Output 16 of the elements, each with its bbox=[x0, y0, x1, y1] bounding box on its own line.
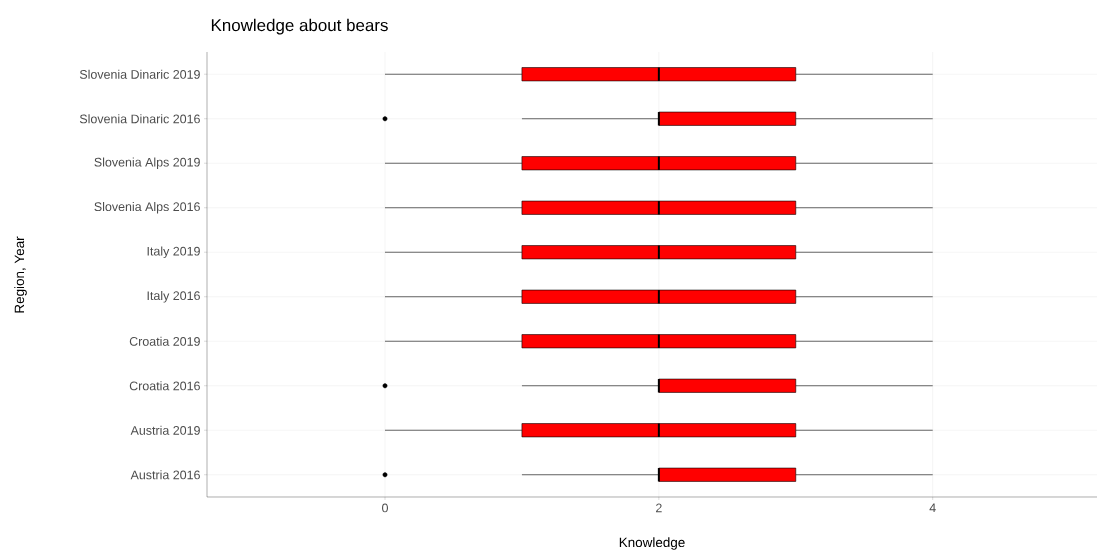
x-axis-title: Knowledge bbox=[619, 537, 685, 550]
y-axis-title: Region, Year bbox=[14, 236, 27, 313]
y-tick-label: Slovenia Dinaric 2016 bbox=[79, 114, 200, 124]
y-tick-label: Slovenia Alps 2019 bbox=[94, 157, 200, 170]
y-tick-label: Italy 2016 bbox=[147, 290, 200, 303]
y-tick-label: Croatia 2016 bbox=[129, 381, 200, 391]
y-tick-label: Slovenia Dinaric 2019 bbox=[79, 69, 200, 79]
x-tick-label: 2 bbox=[656, 503, 662, 513]
y-tick-label: Italy 2019 bbox=[147, 246, 200, 259]
x-tick-label: 0 bbox=[382, 503, 388, 513]
y-tick-label: Austria 2019 bbox=[130, 425, 200, 435]
x-tick-label: 4 bbox=[929, 503, 936, 513]
y-tick-label: Slovenia Alps 2016 bbox=[94, 201, 200, 214]
y-tick-label: Austria 2016 bbox=[130, 470, 200, 480]
y-tick-label: Croatia 2019 bbox=[129, 336, 200, 346]
chart-title: Knowledge about bears bbox=[211, 18, 388, 35]
